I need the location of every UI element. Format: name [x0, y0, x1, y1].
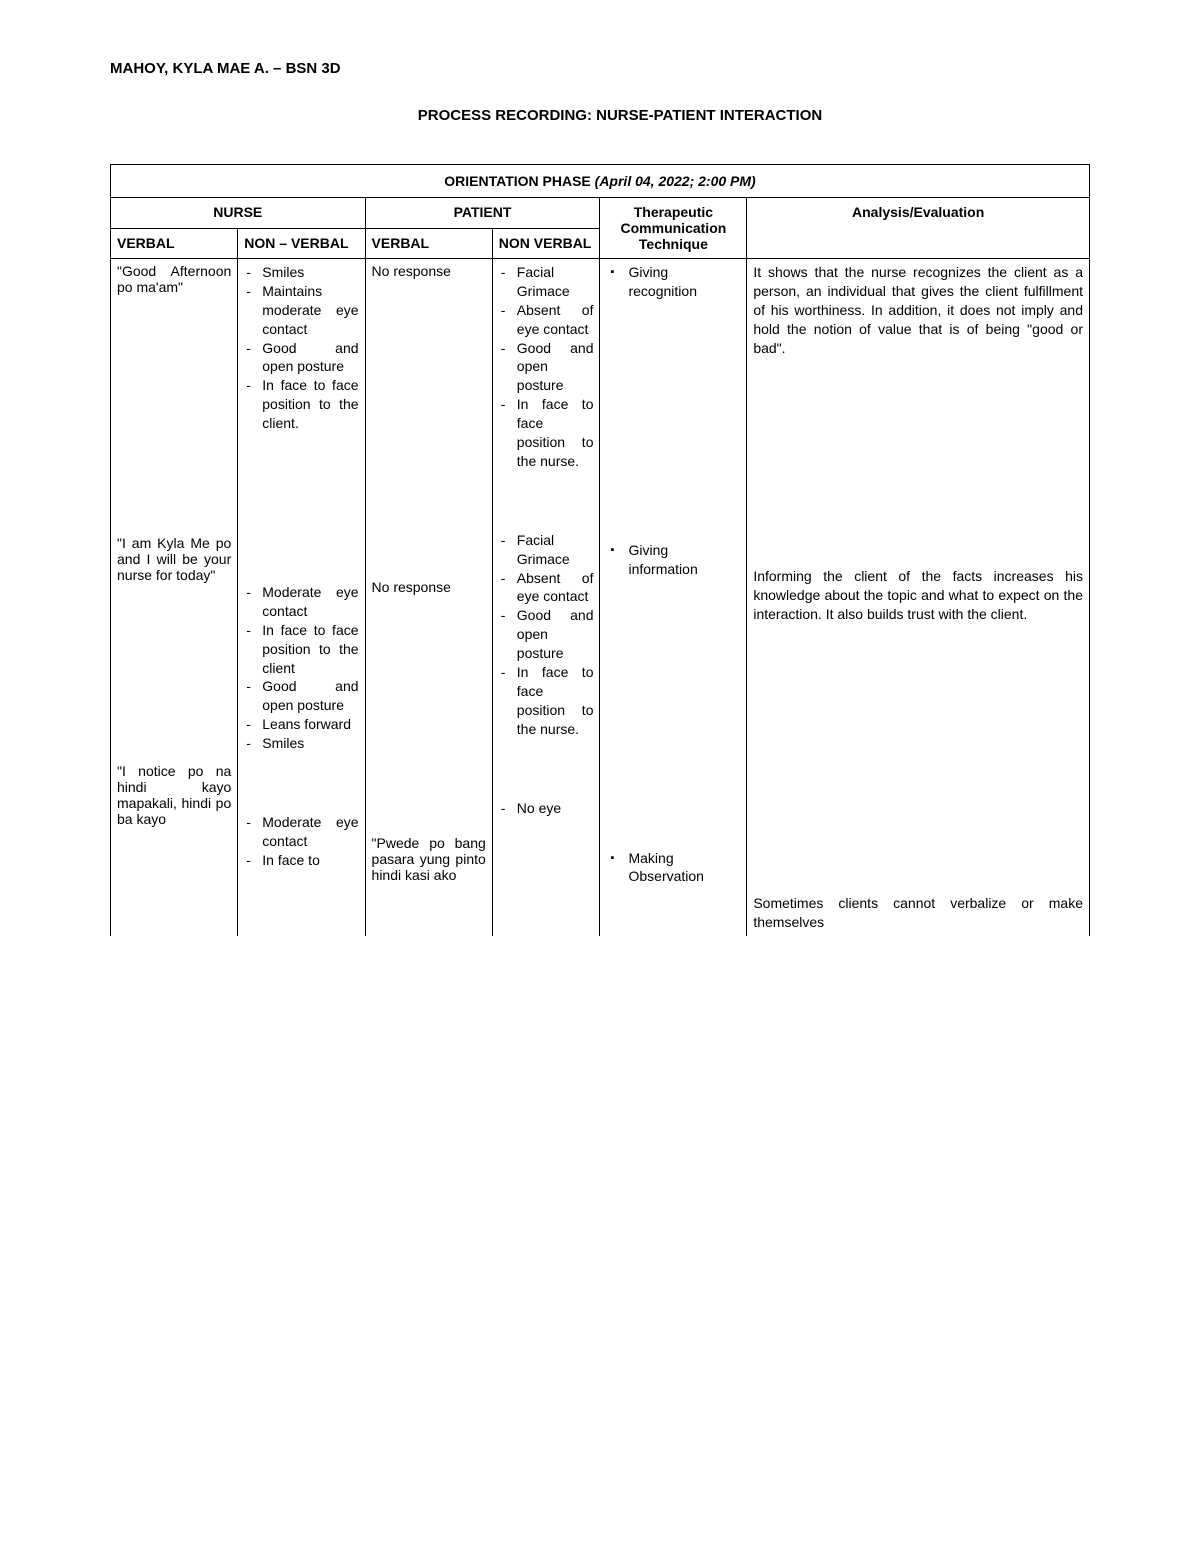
document-title: PROCESS RECORDING: NURSE-PATIENT INTERAC…	[150, 107, 1090, 124]
nurse-verbal-cell: "Good Afternoon po ma'am" "I am Kyla Me …	[111, 259, 238, 936]
patient-nonverbal-header: NON VERBAL	[492, 228, 600, 259]
list-item: Moderate eye contact	[258, 583, 358, 621]
nurse-verbal-text: "I notice po na hindi kayo mapakali, hin…	[117, 763, 231, 827]
list-item: In face to face position to the client	[258, 621, 358, 678]
nurse-nonverbal-cell: Smiles Maintains moderate eye contact Go…	[238, 259, 365, 936]
patient-verbal-text: No response	[372, 263, 486, 279]
list-item: In face to face position to the client.	[258, 376, 358, 433]
nurse-verbal-text: "I am Kyla Me po and I will be your nurs…	[117, 535, 231, 583]
nurse-header: NURSE	[111, 198, 366, 229]
list-item: Smiles	[258, 734, 358, 753]
process-recording-table: ORIENTATION PHASE (April 04, 2022; 2:00 …	[110, 164, 1090, 936]
nurse-verbal-header: VERBAL	[111, 228, 238, 259]
list-item: Absent of eye contact	[513, 301, 594, 339]
analysis-header: Analysis/Evaluation	[747, 198, 1090, 259]
patient-verbal-text: "Pwede po bang pasara yung pinto hindi k…	[372, 835, 486, 883]
list-item: Facial Grimace	[513, 263, 594, 301]
list-item: Giving information	[624, 541, 740, 579]
list-item: In face to	[258, 851, 358, 870]
list-item: Making Observation	[624, 849, 740, 887]
technique-header: Therapeutic Communication Technique	[600, 198, 747, 259]
list-item: Giving recognition	[624, 263, 740, 301]
list-item: Absent of eye contact	[513, 569, 594, 607]
patient-verbal-cell: No response No response "Pwede po bang p…	[365, 259, 492, 936]
technique-list: Giving recognition	[606, 263, 740, 301]
patient-nonverbal-cell: Facial Grimace Absent of eye contact Goo…	[492, 259, 600, 936]
technique-list: Making Observation	[606, 849, 740, 887]
list-item: Good and open posture	[258, 339, 358, 377]
patient-nonverbal-list: Facial Grimace Absent of eye contact Goo…	[499, 263, 594, 471]
list-item: Good and open posture	[258, 677, 358, 715]
document-author: MAHOY, KYLA MAE A. – BSN 3D	[110, 60, 1090, 77]
patient-nonverbal-list: No eye	[499, 799, 594, 818]
phase-label: ORIENTATION PHASE	[444, 173, 591, 189]
list-item: In face to face position to the nurse.	[513, 663, 594, 739]
phase-datetime: (April 04, 2022; 2:00 PM)	[595, 173, 756, 189]
patient-verbal-header: VERBAL	[365, 228, 492, 259]
list-item: Smiles	[258, 263, 358, 282]
nurse-nonverbal-header: NON – VERBAL	[238, 228, 365, 259]
list-item: Good and open posture	[513, 606, 594, 663]
patient-header: PATIENT	[365, 198, 600, 229]
list-item: In face to face position to the nurse.	[513, 395, 594, 471]
list-item: Good and open posture	[513, 339, 594, 396]
nurse-nonverbal-list: Moderate eye contact In face to	[244, 813, 358, 870]
patient-nonverbal-list: Facial Grimace Absent of eye contact Goo…	[499, 531, 594, 739]
phase-header-row: ORIENTATION PHASE (April 04, 2022; 2:00 …	[111, 165, 1090, 198]
section-header-row: NURSE PATIENT Therapeutic Communication …	[111, 198, 1090, 229]
patient-verbal-text: No response	[372, 579, 486, 595]
nurse-nonverbal-list: Smiles Maintains moderate eye contact Go…	[244, 263, 358, 433]
list-item: Leans forward	[258, 715, 358, 734]
nurse-nonverbal-list: Moderate eye contact In face to face pos…	[244, 583, 358, 753]
analysis-text: Sometimes clients cannot verbalize or ma…	[753, 894, 1083, 932]
list-item: Moderate eye contact	[258, 813, 358, 851]
table-row: "Good Afternoon po ma'am" "I am Kyla Me …	[111, 259, 1090, 936]
analysis-text: Informing the client of the facts increa…	[753, 567, 1083, 624]
list-item: Maintains moderate eye contact	[258, 282, 358, 339]
list-item: No eye	[513, 799, 594, 818]
technique-list: Giving information	[606, 541, 740, 579]
analysis-text: It shows that the nurse recognizes the c…	[753, 263, 1083, 357]
analysis-cell: It shows that the nurse recognizes the c…	[747, 259, 1090, 936]
list-item: Facial Grimace	[513, 531, 594, 569]
nurse-verbal-text: "Good Afternoon po ma'am"	[117, 263, 231, 295]
technique-cell: Giving recognition Giving information Ma…	[600, 259, 747, 936]
